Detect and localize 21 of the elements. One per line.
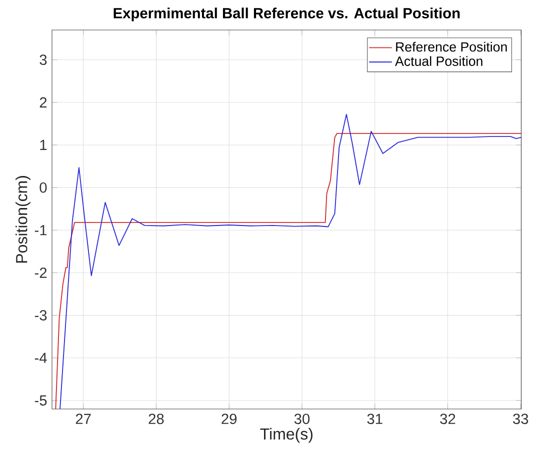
x-tick-label: 33 — [513, 414, 528, 424]
x-tick-label: 29 — [222, 414, 237, 424]
x-tick-label: 27 — [76, 414, 91, 424]
y-tick-label: -3 — [34, 310, 47, 320]
y-tick-label: 3 — [40, 54, 47, 65]
y-axis-title: Position(cm) — [16, 176, 30, 263]
y-tick-label: 2 — [40, 97, 47, 108]
x-tick-label: 28 — [148, 414, 164, 424]
x-tick-label: 30 — [294, 414, 310, 424]
legend-label: Reference Position — [396, 42, 507, 52]
legend-label: Actual Position — [395, 56, 482, 66]
y-tick-label: -4 — [34, 352, 47, 363]
x-axis-title: Time(s) — [260, 428, 312, 443]
y-tick-label: -2 — [34, 268, 47, 278]
y-tick-label: 0 — [40, 182, 47, 193]
y-tick-label: -5 — [34, 395, 47, 406]
x-tick-label: 32 — [440, 414, 456, 424]
x-tick-label: 31 — [367, 414, 382, 424]
y-tick-label: -1 — [34, 225, 47, 236]
chart-title: Expermimental Ball Reference vs. Actual Position — [114, 8, 460, 22]
y-tick-label: 1 — [40, 140, 47, 150]
